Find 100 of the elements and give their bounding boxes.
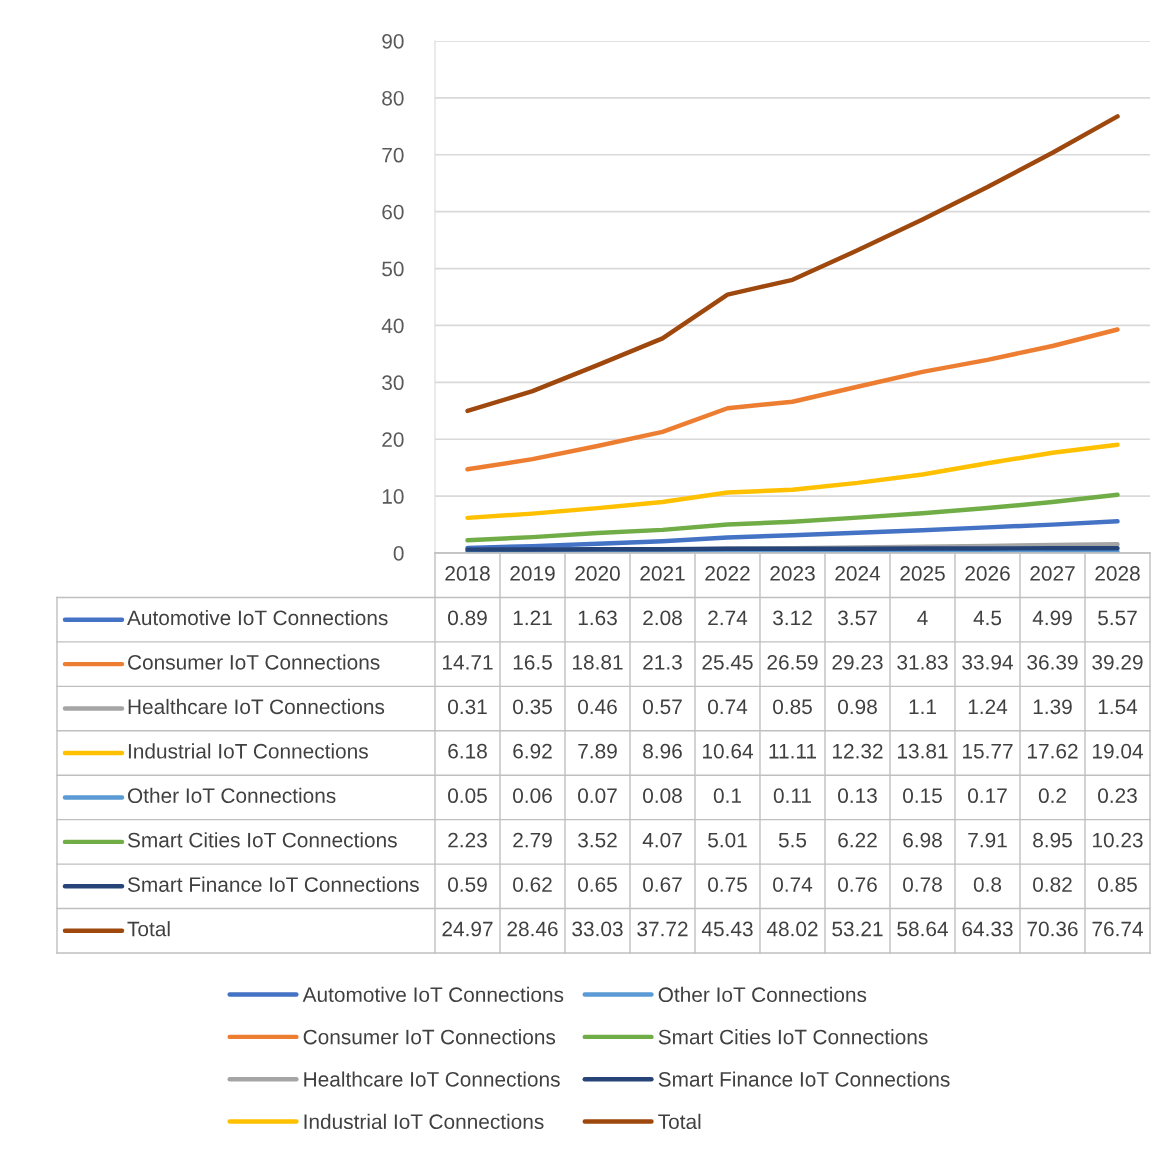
y-tick-label: 30: [382, 375, 404, 391]
data-label: 11.11: [769, 744, 817, 759]
data-label: 0.62: [513, 877, 552, 892]
data-label: 39.29: [1092, 654, 1143, 670]
data-label: 0.06: [513, 788, 552, 804]
data-label: 0.23: [1098, 788, 1137, 804]
data-label: 0.75: [708, 877, 747, 892]
data-label: 21.3: [643, 654, 682, 670]
data-label: 0.05: [448, 788, 487, 804]
x-tick-label: 2028: [1095, 566, 1140, 581]
data-label: 24.97: [442, 921, 493, 937]
x-tick-label: 2027: [1030, 566, 1075, 581]
legend-label: Healthcare IoT Connections: [128, 698, 385, 715]
legend-label: Smart Finance IoT Connections: [127, 876, 419, 892]
data-label: 2.23: [448, 832, 487, 848]
legend-label: Total: [127, 921, 170, 937]
data-label: 37.72: [637, 921, 688, 937]
text: Consumer IoT Connections: [303, 1029, 556, 1045]
data-label: 5.5: [778, 832, 807, 848]
data-label: 0.1: [713, 788, 741, 804]
text: Other IoT Connections: [658, 986, 867, 1003]
data-label: 2.08: [643, 610, 682, 626]
data-label: 26.59: [767, 654, 818, 670]
x-tick-label: 2023: [770, 566, 815, 581]
data-label: 0.46: [578, 699, 617, 715]
data-label: 19.04: [1093, 743, 1143, 759]
data-label: 0.11: [773, 788, 811, 804]
data-label: 6.18: [448, 743, 487, 759]
data-label: 4.99: [1032, 610, 1072, 626]
data-label: 0.78: [903, 877, 942, 892]
data-label: 0.2: [1038, 788, 1066, 804]
data-label: 1.1: [909, 699, 936, 714]
text: Smart Cities IoT Connections: [658, 1029, 928, 1045]
text: Industrial IoT Connections: [304, 1113, 544, 1130]
data-label: 0.35: [513, 699, 552, 715]
data-label: 2.74: [708, 610, 748, 626]
data-label: 48.02: [766, 921, 818, 937]
data-label: 15.77: [963, 744, 1013, 759]
legend-label: Industrial IoT Connections: [128, 743, 368, 759]
data-label: 3.57: [838, 610, 877, 626]
line-series: [465, 442, 1120, 521]
data-label: 0.82: [1033, 877, 1072, 892]
x-tick-label: 2022: [705, 566, 750, 581]
text: Automotive IoT Connections: [302, 986, 564, 1003]
data-label: 4.07: [642, 832, 682, 848]
data-label: 0.31: [448, 699, 487, 715]
line-series: [465, 492, 1120, 543]
data-label: 3.52: [578, 832, 617, 848]
data-label: 53.21: [832, 921, 883, 937]
y-tick-label: 90: [382, 34, 404, 49]
data-label: 4.5: [973, 610, 1002, 626]
data-label: 0.15: [903, 788, 942, 804]
y-tick-label: 40: [381, 318, 404, 334]
data-label: 45.43: [701, 921, 753, 937]
x-tick-label: 2025: [900, 566, 945, 581]
data-label: 33.94: [962, 654, 1013, 670]
line-series: [465, 114, 1120, 414]
text: Smart Finance IoT Connections: [658, 1071, 950, 1087]
data-label: 0.17: [968, 788, 1007, 804]
data-label: 6.22: [838, 832, 877, 848]
data-label: 0.67: [643, 877, 682, 892]
line-series: [465, 519, 1120, 551]
data-label: 6.98: [903, 832, 942, 848]
data-label: 31.83: [897, 654, 948, 670]
text: Healthcare IoT Connections: [304, 1071, 560, 1087]
data-label: 0.08: [643, 788, 682, 804]
legend-label: Smart Cities IoT Connections: [127, 832, 397, 848]
x-tick-label: 2026: [965, 566, 1010, 581]
legend-label: Other IoT Connections: [127, 787, 336, 804]
data-label: 3.12: [773, 610, 812, 626]
y-tick-label: 10: [382, 489, 404, 504]
data-label: 64.33: [962, 921, 1013, 937]
data-label: 33.03: [572, 921, 623, 937]
data-label: 0.65: [578, 877, 617, 892]
y-tick-label: 50: [382, 261, 404, 277]
data-label: 16.5: [513, 654, 552, 670]
text: Total: [658, 1113, 701, 1130]
data-label: 4: [917, 610, 928, 626]
legend-label: Consumer IoT Connections: [128, 654, 380, 670]
y-tick-label: 80: [382, 90, 404, 106]
data-label: 17.62: [1028, 743, 1078, 759]
data-label: 0.8: [973, 877, 1002, 892]
data-label: 0.74: [773, 877, 813, 892]
data-label: 5.01: [708, 832, 747, 848]
data-label: 0.85: [773, 699, 812, 715]
data-label: 10.64: [703, 743, 753, 759]
data-label: 0.57: [643, 699, 682, 715]
data-label: 25.45: [702, 654, 753, 670]
data-label: 28.46: [507, 921, 558, 937]
y-tick-label: 0: [393, 546, 404, 561]
data-label: 14.71: [443, 655, 493, 670]
data-label: 29.23: [832, 654, 883, 670]
data-label: 8.95: [1033, 832, 1072, 848]
data-label: 1.54: [1098, 699, 1138, 715]
data-label: 0.59: [448, 877, 487, 892]
x-tick-label: 2019: [510, 566, 555, 581]
data-label: 1.39: [1033, 699, 1072, 715]
x-tick-label: 2018: [445, 566, 490, 581]
legend-label: Automotive IoT Connections: [127, 609, 388, 626]
data-label: 36.39: [1027, 654, 1078, 670]
